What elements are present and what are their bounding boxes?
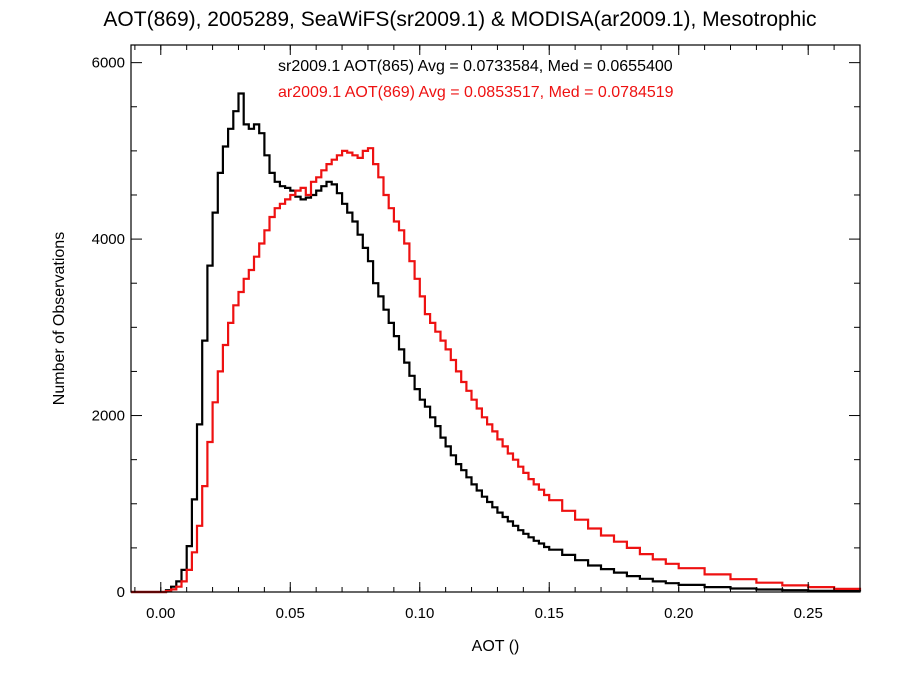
y-axis-label: Number of Observations bbox=[51, 232, 68, 405]
y-tick-label: 2000 bbox=[92, 408, 125, 425]
x-axis-label: AOT () bbox=[472, 638, 520, 655]
chart-title: AOT(869), 2005289, SeaWiFS(sr2009.1) & M… bbox=[103, 8, 816, 31]
x-tick-label: 0.00 bbox=[146, 605, 175, 622]
x-tick-label: 0.25 bbox=[794, 605, 823, 622]
legend: sr2009.1 AOT(865) Avg = 0.0733584, Med =… bbox=[278, 58, 674, 101]
y-axis: 0 2000 4000 6000 bbox=[92, 55, 860, 601]
legend-entry-1: sr2009.1 AOT(865) Avg = 0.0733584, Med =… bbox=[278, 58, 673, 75]
y-tick-label: 0 bbox=[117, 584, 125, 601]
x-tick-label: 0.20 bbox=[664, 605, 693, 622]
legend-entry-2: ar2009.1 AOT(869) Avg = 0.0853517, Med =… bbox=[278, 84, 674, 101]
x-tick-label: 0.15 bbox=[535, 605, 564, 622]
plot-frame bbox=[130, 44, 861, 593]
y-tick-label: 6000 bbox=[92, 55, 125, 72]
series-line-1 bbox=[131, 92, 862, 594]
y-tick-label: 4000 bbox=[92, 231, 125, 248]
x-axis: 0.00 0.05 0.10 0.15 0.20 0.25 bbox=[134, 45, 861, 622]
x-tick-label: 0.05 bbox=[276, 605, 305, 622]
x-tick-label: 0.10 bbox=[405, 605, 434, 622]
series-layer bbox=[131, 92, 862, 594]
series-line-2 bbox=[131, 147, 862, 594]
